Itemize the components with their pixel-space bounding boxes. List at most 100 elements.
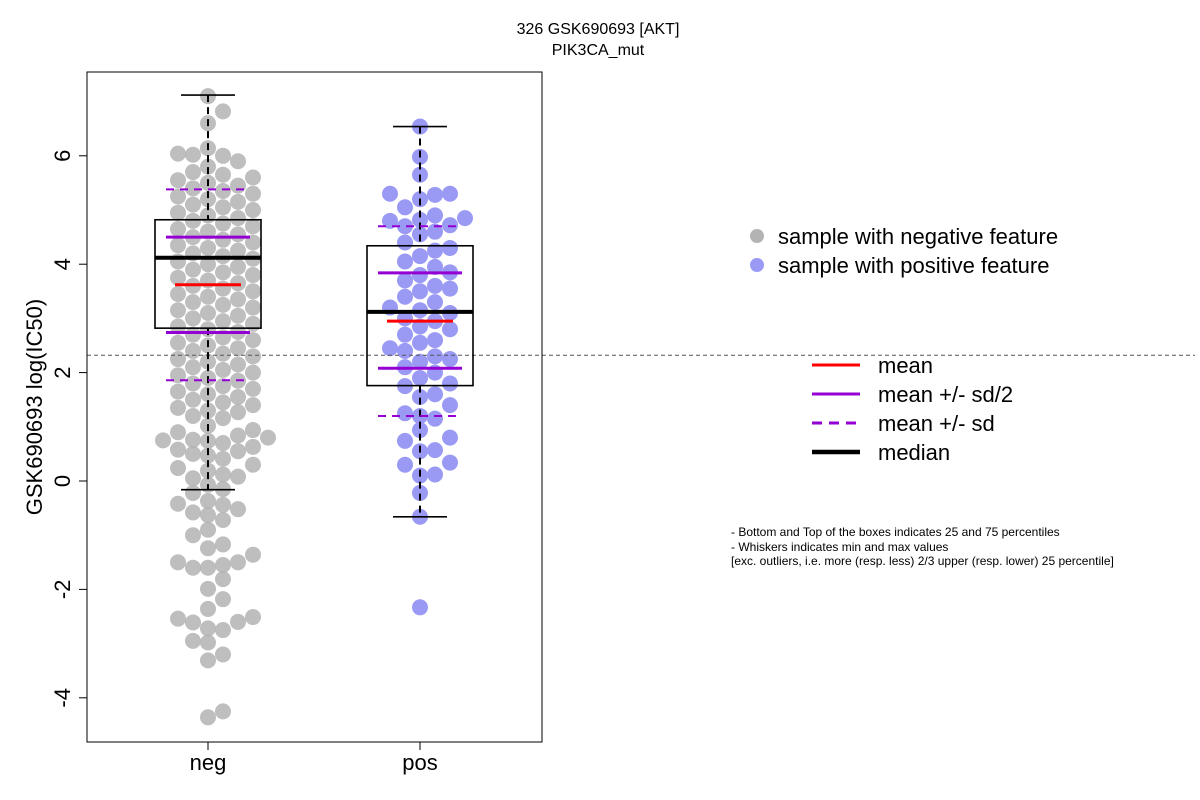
neg-point [215,166,231,183]
neg-point [170,269,186,286]
neg-point [230,193,246,210]
neg-point [230,468,246,485]
neg-point [170,610,186,627]
neg-point [170,318,186,335]
pos-point [427,294,443,311]
pos-point [382,340,398,357]
neg-point [230,210,246,227]
neg-point [245,218,261,235]
neg-point [215,231,231,248]
neg-point [200,600,216,617]
neg-point [215,435,231,452]
pos-point [412,211,428,228]
pos-point [412,267,428,284]
neg-point [200,540,216,557]
pos-point [397,288,413,305]
neg-point [215,646,231,663]
neg-point [215,571,231,588]
neg-point [200,191,216,208]
pos-point [442,397,458,414]
pos-point [412,248,428,265]
neg-point [215,361,231,378]
neg-point [230,427,246,444]
pos-point [412,226,428,243]
notes: - Bottom and Top of the boxes indicates … [731,525,1114,568]
neg-point [230,307,246,324]
box-neg [154,94,262,491]
neg-point [155,432,171,449]
neg-point [185,504,201,521]
y-tick-label: -4 [50,688,75,708]
neg-point [215,410,231,427]
y-tick-label: 2 [50,366,75,378]
neg-point [200,239,216,256]
pos-point [412,353,428,370]
note-line-2: - Whiskers indicates min and max values [731,540,948,554]
neg-point [170,554,186,571]
neg-point [215,215,231,232]
neg-point [215,622,231,639]
neg-point [215,313,231,330]
neg-point [170,204,186,221]
pos-point [397,342,413,359]
neg-point [230,443,246,460]
neg-point [200,507,216,524]
neg-point [215,450,231,467]
neg-point [215,557,231,574]
neg-point [185,407,201,424]
neg-point [185,294,201,311]
neg-point [200,462,216,479]
neg-point [170,188,186,205]
pos-point [442,351,458,368]
neg-point [170,237,186,254]
neg-point [185,359,201,376]
neg-point [215,496,231,513]
pos-point [397,405,413,422]
legend-marker-positive [750,258,764,272]
neg-point [230,356,246,373]
box-layer [154,94,474,518]
neg-point [185,470,201,487]
legend-label-sd: mean +/- sd [878,411,995,436]
neg-point [185,632,201,649]
neg-point [230,340,246,357]
neg-point [215,345,231,362]
neg-point [200,580,216,597]
neg-point [185,164,201,181]
iqr-box-pos [366,244,474,387]
neg-point [200,304,216,321]
neg-point [200,652,216,669]
pos-point [412,334,428,351]
neg-point [215,296,231,313]
neg-point [215,103,231,120]
pos-point [442,185,458,202]
neg-point [170,145,186,162]
neg-point [170,172,186,189]
pos-point [427,348,443,365]
y-tick-label: 4 [50,258,75,270]
legend-label-negative: sample with negative feature [778,224,1058,249]
note-line-3: [exc. outliers, i.e. more (resp. less) 2… [731,554,1114,568]
neg-point [185,326,201,343]
neg-point [245,380,261,397]
pos-point [382,212,398,229]
pos-point [427,466,443,483]
pos-point [427,242,443,259]
neg-point [215,703,231,720]
iqr-box-neg [154,218,262,329]
neg-point [200,559,216,576]
neg-point [245,422,261,439]
neg-point [230,613,246,630]
neg-point [215,199,231,216]
neg-point [245,185,261,202]
neg-point [215,536,231,553]
neg-point [230,404,246,421]
neg-point [230,554,246,571]
pos-point [427,386,443,403]
neg-point [245,332,261,349]
neg-point [245,456,261,473]
neg-point [215,591,231,608]
neg-point [215,183,231,200]
pos-point [412,370,428,387]
